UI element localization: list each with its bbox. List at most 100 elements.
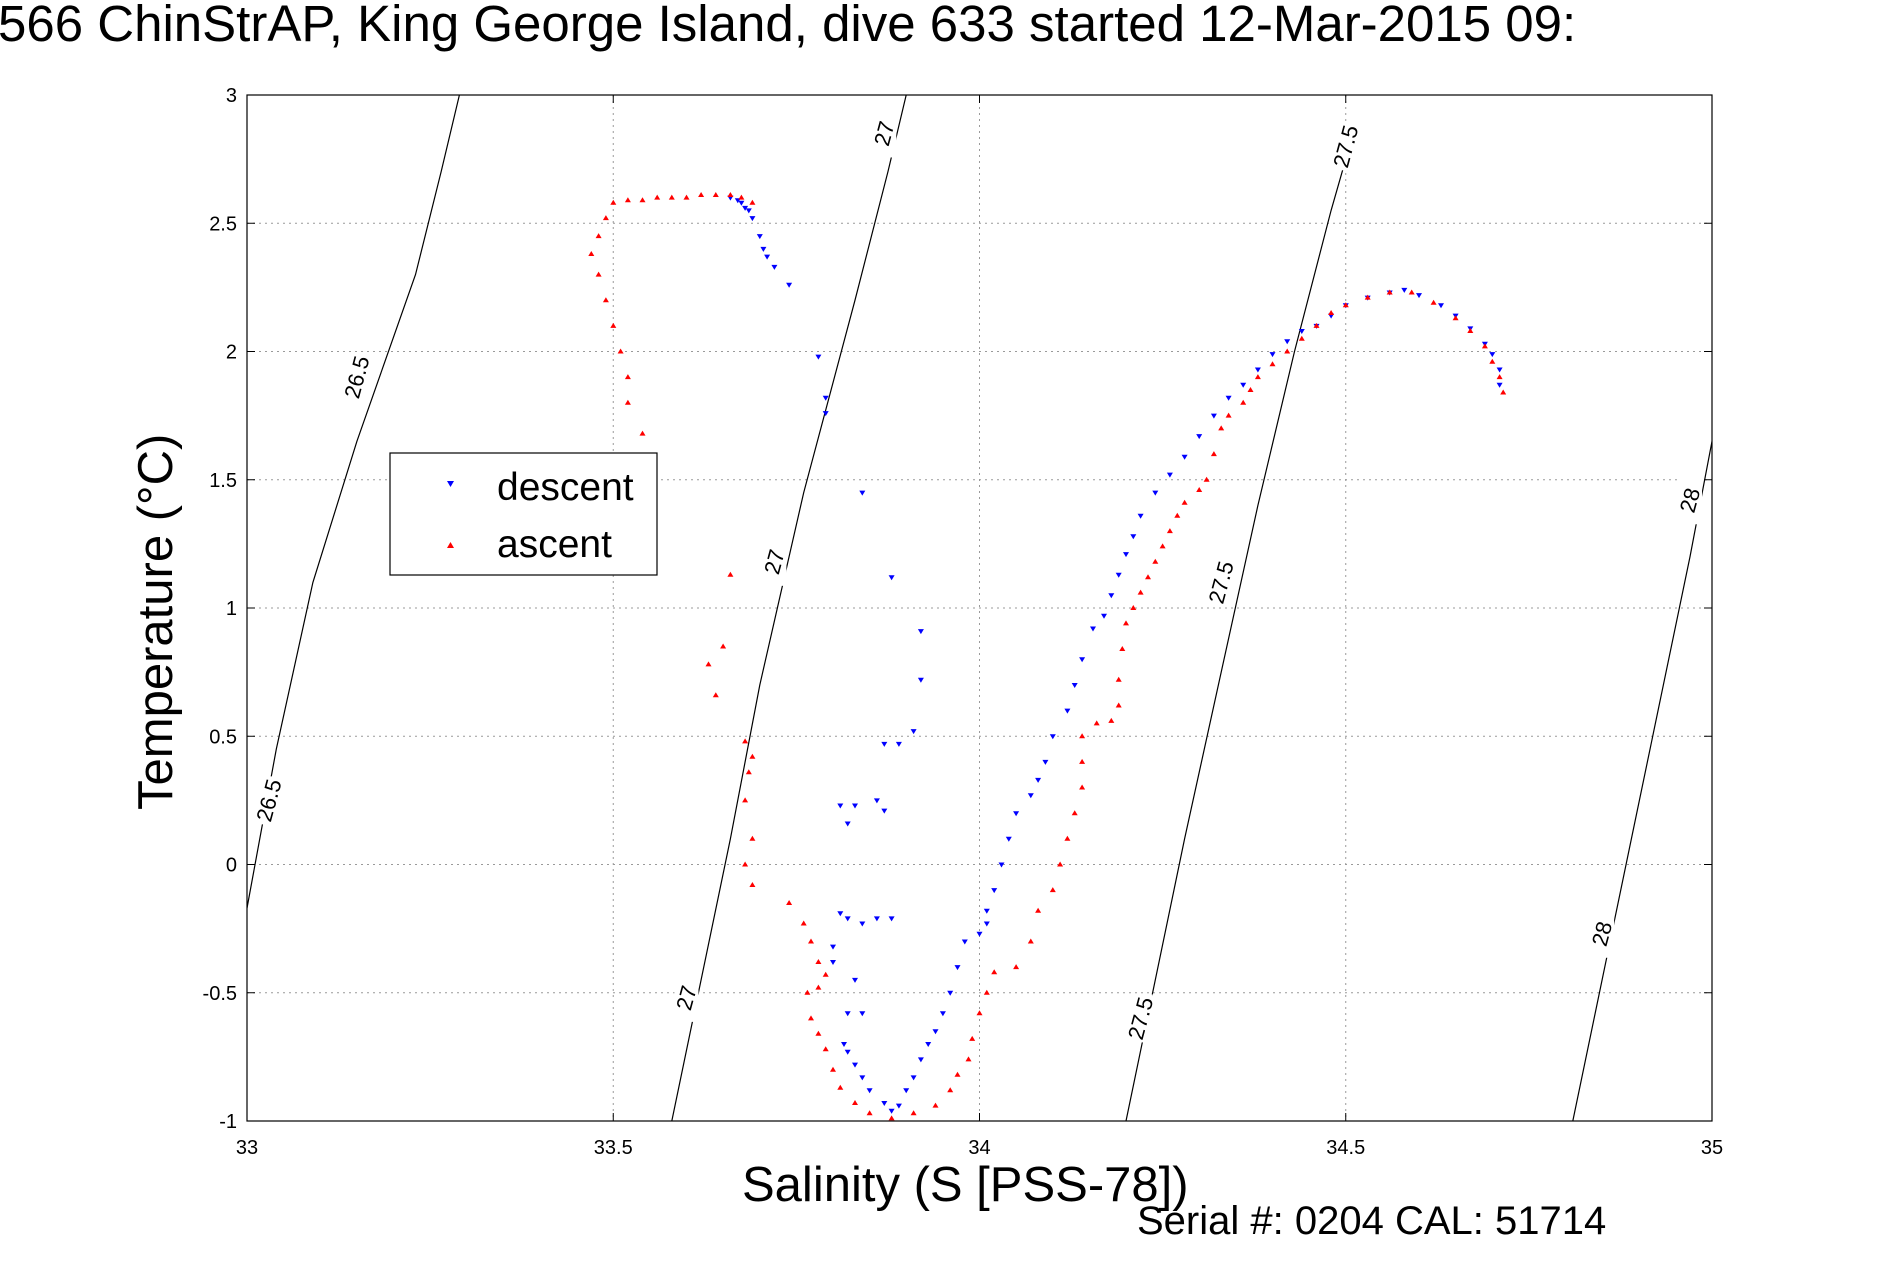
descent-point	[745, 208, 752, 214]
descent-point	[1108, 593, 1115, 599]
ascent-point	[705, 661, 712, 667]
x-tick-label: 33	[236, 1137, 258, 1159]
ascent-point	[815, 1030, 822, 1036]
descent-point	[976, 931, 983, 937]
descent-point	[1298, 329, 1305, 334]
ascent-point	[624, 374, 631, 380]
ascent-point	[1196, 487, 1203, 492]
descent-point	[1049, 734, 1056, 740]
contour-label-bg	[1333, 122, 1358, 171]
y-tick-label: -0.5	[203, 983, 237, 1005]
ascent-point	[610, 322, 617, 328]
descent-point	[917, 629, 924, 635]
contour-label: 26.5	[251, 776, 286, 824]
ascent-point	[668, 194, 675, 200]
descent-point	[1210, 413, 1217, 419]
y-tick-label: 0.5	[209, 726, 237, 748]
descent-point	[844, 1011, 851, 1017]
ascent-point	[595, 233, 602, 239]
ascent-point	[1225, 412, 1232, 418]
ascent-point	[1013, 964, 1020, 970]
ascent-point	[947, 1087, 954, 1093]
descent-point	[895, 1103, 902, 1109]
ascent-point	[808, 938, 814, 944]
descent-point	[822, 395, 829, 401]
descent-point	[1130, 534, 1137, 540]
ascent-point	[1240, 399, 1247, 405]
ascent-point	[1115, 676, 1122, 682]
chart-title: 566 ChinStrAP, King George Island, dive …	[0, 0, 1577, 52]
ascent-point	[822, 1046, 829, 1052]
ascent-point	[965, 1056, 972, 1062]
ascent-point	[588, 251, 595, 256]
descent-point	[844, 821, 851, 827]
descent-point	[1284, 339, 1291, 345]
ascent-point	[602, 297, 609, 303]
descent-point	[961, 939, 968, 945]
descent-point	[932, 1029, 939, 1035]
ascent-point	[1079, 784, 1086, 790]
ascent-point	[1079, 758, 1086, 764]
ascent-point	[1247, 387, 1254, 392]
contour-label: 27.5	[1204, 558, 1239, 606]
legend-descent-marker	[447, 481, 454, 487]
density-contour-26.5	[247, 95, 460, 909]
ascent-point	[749, 835, 756, 841]
descent-point	[837, 803, 844, 809]
density-contour-27.5	[1125, 158, 1347, 1121]
descent-point	[917, 1057, 924, 1063]
density-contour-27	[671, 95, 907, 1121]
descent-point	[852, 1062, 858, 1068]
ascent-point	[595, 271, 602, 277]
ascent-point	[1342, 302, 1349, 308]
descent-point	[1181, 454, 1188, 460]
ascent-point	[800, 920, 807, 926]
ascent-point	[1452, 315, 1459, 321]
ascent-point	[888, 1115, 895, 1121]
descent-point	[1438, 303, 1444, 309]
legend-descent-label: descent	[497, 466, 634, 509]
descent-point	[917, 677, 924, 683]
ascent-point	[738, 194, 745, 200]
ascent-point	[639, 197, 646, 203]
descent-point	[1079, 657, 1086, 663]
descent-point	[852, 977, 858, 983]
descent-point	[910, 1075, 917, 1081]
ascent-point	[804, 989, 811, 995]
descent-point	[844, 916, 851, 922]
x-tick-label: 34	[968, 1137, 990, 1159]
descent-point	[1064, 708, 1071, 714]
ascent-point	[720, 643, 727, 649]
ascent-point	[1313, 322, 1320, 328]
ascent-point	[698, 192, 705, 197]
descent-point	[1013, 811, 1020, 817]
ascent-point	[749, 753, 756, 759]
data-points	[588, 192, 1507, 1121]
descent-point	[1240, 382, 1247, 388]
ascent-point	[639, 430, 646, 436]
ascent-point	[712, 692, 719, 698]
ascent-point	[1328, 310, 1335, 315]
ascent-point	[1115, 702, 1122, 708]
descent-point	[1225, 395, 1232, 401]
ascent-point	[727, 192, 734, 197]
descent-point	[895, 741, 902, 747]
y-tick-label: 3	[226, 85, 237, 107]
descent-point	[998, 862, 1005, 868]
descent-point	[1071, 683, 1078, 688]
grid	[247, 95, 1712, 1121]
contour-label: 26.5	[339, 353, 374, 401]
descent-point	[1416, 293, 1422, 299]
ascent-point	[1408, 289, 1415, 295]
descent-point	[749, 216, 756, 222]
descent-point	[881, 808, 888, 814]
descent-point	[873, 798, 880, 804]
descent-point	[1496, 367, 1503, 373]
ascent-point	[1071, 810, 1078, 816]
descent-point	[1123, 552, 1129, 558]
x-tick-label: 33.5	[594, 1137, 633, 1159]
contour-label-bg	[872, 109, 897, 158]
ascent-point	[1123, 620, 1129, 626]
ascent-point	[617, 348, 624, 354]
